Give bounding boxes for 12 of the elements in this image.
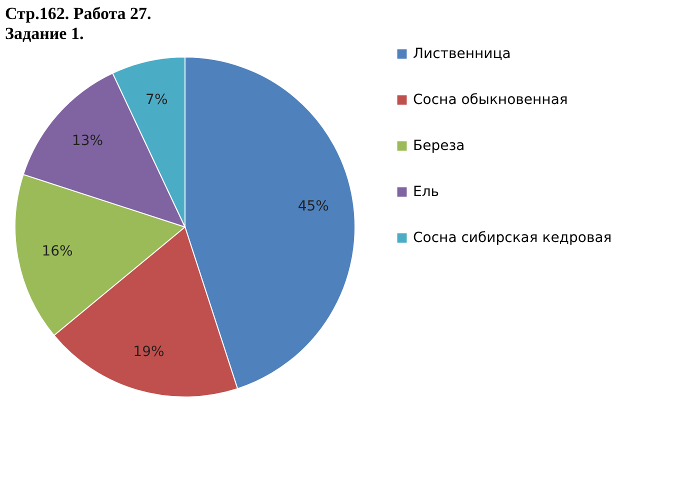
data-label: 19% (133, 344, 164, 360)
data-label: 16% (42, 243, 73, 260)
chart-title: Стр.162. Работа 27. (5, 4, 152, 23)
legend-label: Сосна обыкновенная (413, 92, 568, 108)
legend-label: Лиственница (413, 46, 511, 62)
legend-label: Береза (413, 138, 465, 154)
data-label: 45% (298, 198, 329, 215)
data-label: 13% (72, 133, 104, 150)
chart-subtitle: Задание 1. (5, 24, 84, 43)
legend-label: Сосна сибирская кедровая (413, 230, 612, 246)
data-label: 7% (146, 92, 168, 108)
legend-label: Ель (413, 184, 440, 200)
